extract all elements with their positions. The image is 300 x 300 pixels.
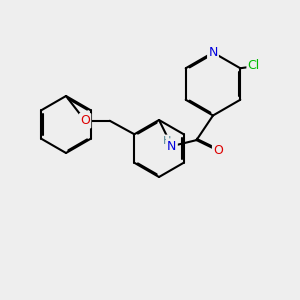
Text: N: N [208,46,218,59]
Text: Cl: Cl [248,59,260,72]
Text: O: O [80,114,90,127]
Text: N: N [167,140,177,153]
Text: H: H [163,136,172,146]
Text: O: O [213,144,223,157]
